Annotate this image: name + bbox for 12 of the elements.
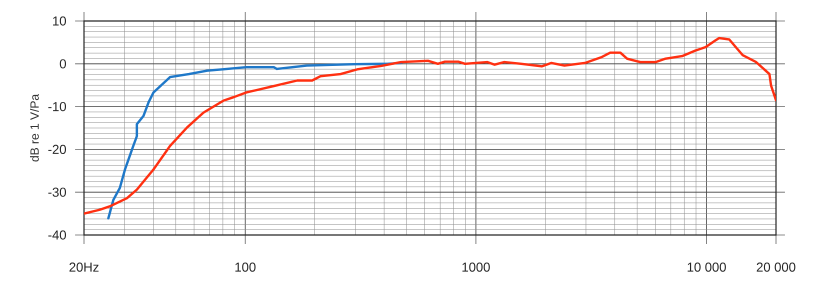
x-tick-label: 20Hz bbox=[69, 262, 99, 272]
y-tick-label: -40 bbox=[48, 230, 66, 240]
y-axis-title: dB re 1 V/Pa bbox=[30, 94, 39, 162]
y-tick-label: 0 bbox=[60, 59, 66, 68]
x-tick-label: 20 000 bbox=[756, 262, 796, 272]
x-tick-label: 10 000 bbox=[688, 262, 726, 272]
y-tick-label: 10 bbox=[53, 16, 66, 26]
x-tick-label: 100 bbox=[235, 262, 256, 272]
y-tick-label: -30 bbox=[48, 188, 66, 197]
y-tick-label: -10 bbox=[48, 102, 66, 112]
x-tick-label: 1000 bbox=[462, 262, 490, 272]
y-tick-label: -20 bbox=[48, 144, 66, 154]
